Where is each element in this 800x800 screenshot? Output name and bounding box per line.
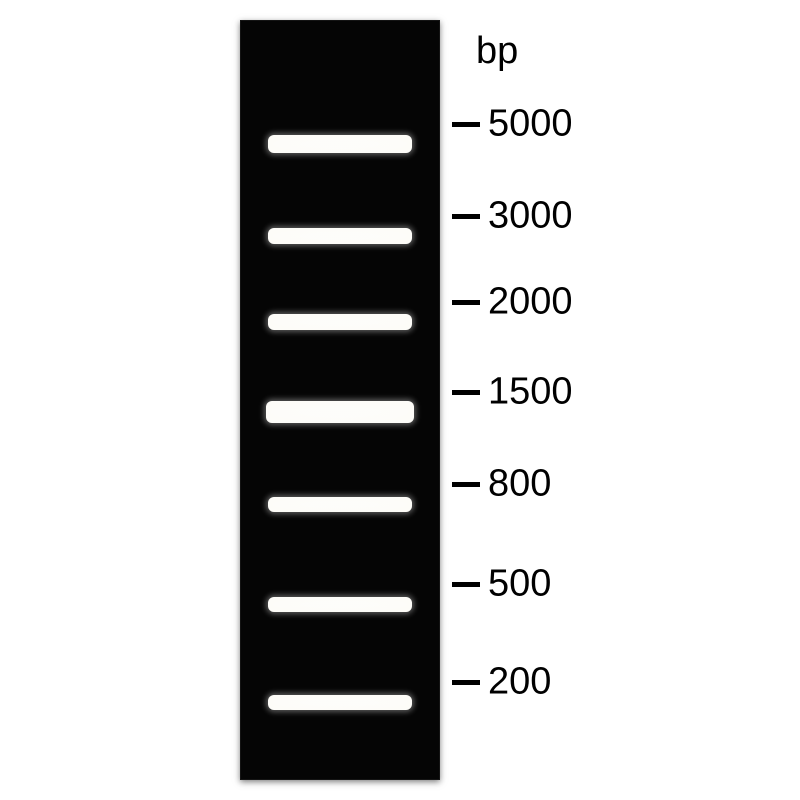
axis-label: 800 [488, 463, 551, 506]
axis-label: 5000 [488, 103, 573, 146]
gel-band [268, 314, 412, 330]
axis-tick [452, 680, 480, 685]
axis-tick [452, 122, 480, 127]
gel-band [268, 135, 412, 153]
axis-label: 200 [488, 661, 551, 704]
axis-label: 1500 [488, 371, 573, 414]
axis-tick [452, 300, 480, 305]
axis-label: 2000 [488, 281, 573, 324]
axis-label: 500 [488, 563, 551, 606]
axis-tick [452, 390, 480, 395]
gel-lane [240, 20, 440, 780]
gel-band [266, 401, 414, 423]
axis-tick [452, 214, 480, 219]
gel-band [268, 597, 412, 612]
axis-tick [452, 582, 480, 587]
axis-unit-label: bp [476, 30, 518, 73]
axis-tick [452, 482, 480, 487]
gel-figure: bp 5000 3000 2000 1500 800 500 200 [0, 0, 800, 800]
gel-band [268, 497, 412, 512]
gel-band [268, 695, 412, 710]
axis-label: 3000 [488, 195, 573, 238]
gel-band [268, 228, 412, 244]
